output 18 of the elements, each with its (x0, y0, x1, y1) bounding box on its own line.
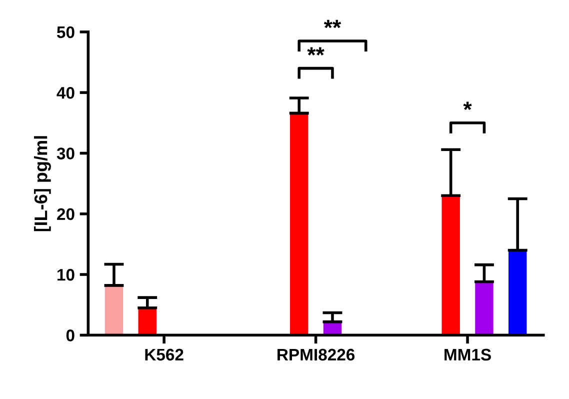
y-axis-title: [IL-6] pg/ml (34, 136, 51, 232)
x-tick-label: K562 (145, 348, 184, 361)
annotation: ** (307, 47, 324, 56)
bar (290, 113, 308, 336)
y-tick-label: 30 (56, 148, 74, 160)
bar (475, 282, 494, 336)
y-tick-label: 50 (56, 26, 74, 38)
y-tick-label: 20 (57, 208, 74, 220)
bar (508, 250, 527, 336)
bar (104, 285, 124, 336)
x-tick-label: MM1S (444, 348, 491, 361)
text: ** (324, 20, 342, 28)
annotation: * (463, 102, 472, 110)
y-tick-label: 0 (66, 330, 74, 342)
y-tick-label: 40 (56, 86, 74, 99)
y-tick-label: 10 (58, 268, 74, 281)
bar (442, 196, 460, 336)
x-tick-label: RPMI8226 (278, 348, 355, 361)
